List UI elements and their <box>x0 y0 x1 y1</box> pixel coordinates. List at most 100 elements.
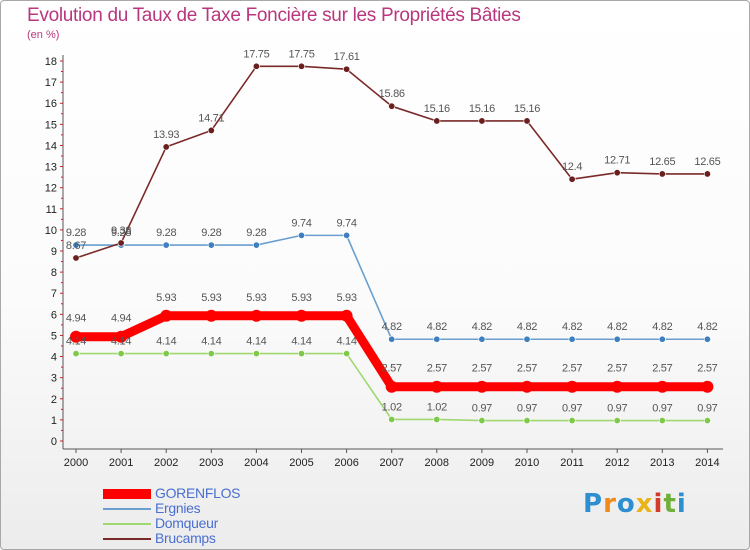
data-point-brucamps <box>117 239 125 247</box>
data-label-gorenflos: 5.93 <box>201 292 221 304</box>
data-label-domqueur: 0.97 <box>517 403 537 415</box>
data-label-domqueur: 4.14 <box>156 336 176 348</box>
x-tick-label: 2010 <box>515 457 539 469</box>
data-label-domqueur: 4.14 <box>291 336 311 348</box>
data-label-brucamps: 17.61 <box>334 51 360 63</box>
data-point-ergnies <box>658 335 666 343</box>
y-tick-label: 15 <box>45 119 57 131</box>
data-point-brucamps <box>207 126 215 134</box>
data-point-domqueur <box>613 417 621 425</box>
data-label-domqueur: 4.14 <box>66 336 86 348</box>
data-point-domqueur <box>207 350 215 358</box>
brand-letter: i <box>653 489 664 519</box>
y-tick-label: 14 <box>45 140 57 152</box>
data-label-brucamps: 15.16 <box>424 103 450 115</box>
data-label-brucamps: 14.71 <box>198 112 224 124</box>
y-tick-label: 18 <box>45 56 57 68</box>
y-tick-label: 13 <box>45 162 57 174</box>
y-tick-label: 16 <box>45 98 57 110</box>
data-point-ergnies <box>478 335 486 343</box>
data-label-domqueur: 0.97 <box>562 403 582 415</box>
data-point-ergnies <box>252 241 260 249</box>
legend-label: GORENFLOS <box>155 485 241 501</box>
data-point-brucamps <box>252 62 260 70</box>
y-tick-label: 3 <box>51 373 57 385</box>
data-point-gorenflos <box>115 330 128 343</box>
x-tick-label: 2002 <box>154 457 178 469</box>
data-point-domqueur <box>658 417 666 425</box>
data-point-domqueur <box>388 415 396 423</box>
data-label-gorenflos: 2.57 <box>607 363 627 375</box>
data-label-domqueur: 0.97 <box>472 403 492 415</box>
data-label-domqueur: 1.02 <box>427 401 447 413</box>
data-label-ergnies: 4.82 <box>562 321 582 333</box>
data-point-brucamps <box>297 62 305 70</box>
data-label-brucamps: 12.4 <box>562 161 582 173</box>
chart-subtitle: (en %) <box>27 29 60 41</box>
data-point-brucamps <box>388 102 396 110</box>
x-tick-label: 2000 <box>64 457 88 469</box>
brand-letter: o <box>616 489 636 519</box>
data-label-gorenflos: 2.57 <box>382 363 402 375</box>
data-point-gorenflos <box>656 380 669 393</box>
y-tick-label: 17 <box>45 77 57 89</box>
data-point-domqueur <box>343 350 351 358</box>
data-point-gorenflos <box>70 330 82 343</box>
x-tick-label: 2006 <box>334 457 358 469</box>
data-point-ergnies <box>613 335 621 343</box>
data-label-domqueur: 1.02 <box>382 401 402 413</box>
data-point-domqueur <box>297 350 305 358</box>
x-tick-label: 2003 <box>199 457 223 469</box>
x-tick-label: 2009 <box>470 457 494 469</box>
y-tick-label: 11 <box>46 204 57 216</box>
data-point-domqueur <box>703 417 711 425</box>
y-tick-label: 8 <box>51 267 57 279</box>
legend-label: Ergnies <box>155 500 201 516</box>
data-point-ergnies <box>523 335 531 343</box>
data-point-gorenflos <box>340 309 353 322</box>
brand-letter: P <box>583 489 604 519</box>
data-point-gorenflos <box>160 309 173 322</box>
y-tick-label: 9 <box>51 246 57 258</box>
x-tick-label: 2011 <box>560 457 584 469</box>
data-point-brucamps <box>433 117 441 125</box>
data-label-domqueur: 4.14 <box>246 336 266 348</box>
data-label-brucamps: 8.67 <box>66 240 86 252</box>
data-label-ergnies: 4.82 <box>472 321 492 333</box>
data-label-brucamps: 17.75 <box>288 48 314 60</box>
data-label-gorenflos: 2.57 <box>427 363 447 375</box>
brand-letter: t <box>663 489 677 519</box>
data-point-gorenflos <box>611 380 624 393</box>
data-point-ergnies <box>343 231 351 239</box>
data-label-ergnies: 4.82 <box>427 321 447 333</box>
data-label-ergnies: 9.28 <box>156 227 176 239</box>
data-label-ergnies: 9.28 <box>66 227 86 239</box>
data-label-gorenflos: 5.93 <box>246 292 266 304</box>
data-point-brucamps <box>162 143 170 151</box>
data-point-brucamps <box>658 170 666 178</box>
data-label-ergnies: 9.74 <box>336 217 356 229</box>
y-tick-label: 5 <box>51 330 57 342</box>
data-label-domqueur: 4.14 <box>336 336 356 348</box>
data-label-domqueur: 4.14 <box>201 336 221 348</box>
data-point-gorenflos <box>701 380 714 393</box>
data-point-gorenflos <box>475 380 488 393</box>
data-label-gorenflos: 4.94 <box>66 313 86 325</box>
data-point-ergnies <box>433 335 441 343</box>
y-tick-label: 4 <box>51 352 57 364</box>
brand-letter: i <box>676 489 687 519</box>
x-tick-label: 2014 <box>695 457 719 469</box>
brand-logo: Proxiti <box>583 489 687 519</box>
data-point-domqueur <box>162 350 170 358</box>
data-label-domqueur: 4.14 <box>111 336 131 348</box>
data-point-ergnies <box>207 241 215 249</box>
x-tick-label: 2005 <box>289 457 313 469</box>
data-label-domqueur: 0.97 <box>607 403 627 415</box>
data-label-brucamps: 15.86 <box>379 88 405 100</box>
data-point-domqueur <box>72 350 80 358</box>
data-label-ergnies: 9.28 <box>111 227 131 239</box>
data-point-brucamps <box>343 65 351 73</box>
data-label-ergnies: 4.82 <box>652 321 672 333</box>
